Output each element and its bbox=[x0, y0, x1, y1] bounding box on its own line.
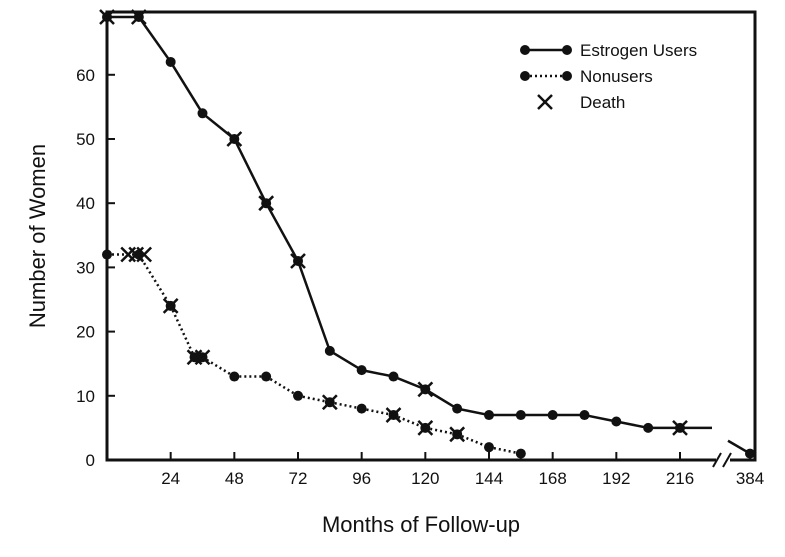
series-line-segment bbox=[265, 202, 300, 262]
data-point bbox=[579, 410, 590, 421]
series-line-segment bbox=[137, 253, 172, 307]
death-marker bbox=[417, 381, 434, 398]
series-line-segment bbox=[233, 138, 268, 204]
death-marker bbox=[449, 426, 466, 443]
legend: Estrogen Users Nonusers Death bbox=[520, 41, 697, 112]
series-line-segment bbox=[456, 407, 490, 417]
data-point bbox=[197, 108, 208, 119]
data-point bbox=[165, 56, 176, 67]
data-point bbox=[515, 410, 526, 421]
death-marker bbox=[136, 246, 153, 263]
data-point bbox=[229, 371, 240, 382]
death-marker bbox=[417, 420, 434, 436]
series-line-segment bbox=[616, 420, 649, 430]
data-point bbox=[324, 345, 335, 356]
data-point bbox=[484, 410, 494, 421]
legend-item: Death bbox=[537, 93, 625, 112]
y-tick-label: 40 bbox=[76, 194, 95, 213]
x-tick-label: 144 bbox=[475, 469, 503, 488]
x-tick-label: 24 bbox=[161, 469, 180, 488]
series-line-segment bbox=[424, 388, 458, 410]
series-nonusers bbox=[102, 246, 526, 459]
y-tick-label: 10 bbox=[76, 387, 95, 406]
y-axis: 0 10 20 30 40 50 60 bbox=[76, 66, 115, 470]
series-estrogen-users bbox=[99, 9, 755, 459]
plot-border bbox=[105, 10, 757, 462]
series-line-segment bbox=[265, 375, 299, 397]
series-line-segment bbox=[297, 394, 331, 404]
series-line-segment bbox=[169, 305, 196, 358]
data-point bbox=[388, 371, 399, 382]
y-tick-label: 60 bbox=[76, 66, 95, 85]
series-line-segment bbox=[584, 413, 617, 423]
series-line-segment bbox=[488, 445, 522, 455]
x-tick-label: 216 bbox=[666, 469, 694, 488]
series-line-segment bbox=[329, 400, 362, 410]
plot-frame bbox=[105, 10, 757, 470]
death-marker bbox=[162, 298, 179, 314]
legend-label: Death bbox=[580, 93, 625, 112]
death-marker bbox=[258, 195, 275, 212]
x-tick-label: 72 bbox=[289, 469, 308, 488]
data-point bbox=[515, 448, 526, 459]
legend-item: Estrogen Users bbox=[520, 41, 697, 60]
x-tick-label: 192 bbox=[602, 469, 630, 488]
data-point bbox=[356, 403, 367, 414]
series-line-segment bbox=[456, 433, 490, 449]
x-tick-label: 96 bbox=[352, 469, 371, 488]
legend-death-icon bbox=[537, 94, 553, 110]
series-line-segment bbox=[296, 260, 332, 352]
legend-dot bbox=[562, 45, 572, 55]
series-line-segment bbox=[201, 356, 235, 378]
y-tick-label: 30 bbox=[76, 258, 95, 277]
legend-item: Nonusers bbox=[520, 67, 653, 86]
legend-dot bbox=[562, 71, 572, 81]
death-marker bbox=[672, 420, 688, 436]
series-line-segment bbox=[393, 413, 426, 430]
y-axis-title: Number of Women bbox=[25, 144, 50, 328]
data-point bbox=[745, 448, 755, 459]
data-point bbox=[452, 403, 463, 414]
y-tick-label: 0 bbox=[86, 451, 95, 470]
x-tick-label: 168 bbox=[538, 469, 566, 488]
series-line-segment bbox=[361, 368, 394, 378]
data-point bbox=[293, 390, 303, 401]
series-line-segment bbox=[393, 375, 426, 391]
legend-label: Nonusers bbox=[580, 67, 653, 86]
legend-dot bbox=[520, 45, 530, 55]
axis-break-mark bbox=[712, 452, 722, 468]
death-marker bbox=[226, 131, 243, 147]
death-marker bbox=[194, 349, 211, 366]
data-point bbox=[356, 365, 367, 376]
y-tick-label: 20 bbox=[76, 323, 95, 342]
series-line-segment bbox=[425, 426, 458, 436]
death-marker bbox=[385, 407, 402, 423]
series-line-segment bbox=[137, 16, 172, 63]
death-marker bbox=[321, 394, 338, 411]
legend-label: Estrogen Users bbox=[580, 41, 697, 60]
death-marker bbox=[99, 9, 115, 25]
data-point bbox=[261, 371, 272, 382]
data-point bbox=[643, 422, 654, 433]
data-point bbox=[611, 416, 622, 427]
series-line-segment bbox=[361, 407, 394, 417]
series-line-segment bbox=[169, 61, 204, 114]
x-axis-title: Months of Follow-up bbox=[322, 512, 520, 537]
x-tick-label: 120 bbox=[411, 469, 439, 488]
death-marker bbox=[290, 253, 306, 269]
x-tick-label: 384 bbox=[736, 469, 764, 488]
y-tick-label: 50 bbox=[76, 130, 95, 149]
series-layer bbox=[99, 9, 755, 459]
series-line-segment bbox=[329, 349, 363, 372]
x-axis: 24 48 72 96 120 144 168 192 216 384 bbox=[161, 452, 764, 488]
data-point bbox=[484, 442, 494, 453]
legend-dot bbox=[520, 71, 530, 81]
death-marker bbox=[130, 9, 147, 25]
axis-break-mark bbox=[722, 452, 732, 468]
x-tick-label: 48 bbox=[225, 469, 244, 488]
data-point bbox=[102, 249, 112, 260]
data-point bbox=[547, 410, 558, 421]
